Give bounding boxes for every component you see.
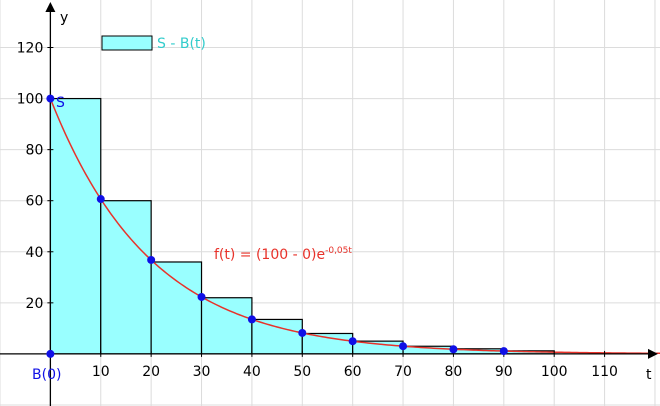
bar (251, 318, 303, 355)
bar (301, 332, 354, 355)
y-axis-arrow (45, 2, 56, 12)
x-tick-label: 80 (445, 364, 463, 380)
x-tick-label: 10 (92, 364, 110, 380)
data-point (399, 342, 408, 351)
bar (49, 97, 102, 355)
data-point (46, 94, 55, 103)
data-point (147, 255, 156, 264)
legend-swatch (101, 35, 153, 51)
points (46, 94, 508, 358)
data-point (96, 195, 105, 204)
bar (100, 200, 152, 355)
y-tick-label: 100 (17, 92, 44, 108)
data-point (298, 328, 307, 337)
x-tick-label: 60 (344, 364, 362, 380)
x-tick-label: 30 (193, 364, 211, 380)
data-point (348, 337, 357, 346)
y-tick-label: 120 (17, 40, 44, 56)
bar (200, 297, 253, 355)
y-axis-label: y (60, 10, 68, 26)
data-point (449, 345, 458, 354)
tick-labels: 10 20 30 40 50 60 70 80 90 100 110 20 40 60 80 100 120 (17, 40, 618, 379)
bars (49, 97, 555, 355)
x-tick-label: 90 (495, 364, 513, 380)
y-tick-label: 40 (26, 245, 44, 261)
data-point (499, 347, 508, 356)
data-point (46, 349, 55, 358)
x-tick-label: 20 (142, 364, 160, 380)
x-tick-label: 100 (541, 364, 568, 380)
y-tick-label: 20 (26, 296, 44, 312)
formula-label: f(t) = (100 - 0)e-0,05t (214, 246, 352, 263)
point-label-b0: B(0) (32, 367, 61, 383)
formula-base: f(t) = (100 - 0)e (214, 247, 325, 263)
data-point (197, 292, 206, 301)
x-tick-label: 50 (293, 364, 311, 380)
y-tick-label: 80 (26, 143, 44, 159)
bar (352, 340, 404, 355)
x-axis-arrow (648, 348, 658, 359)
x-tick-label: 40 (243, 364, 261, 380)
x-tick-label: 110 (591, 364, 618, 380)
data-point (247, 315, 256, 324)
point-label-s: S (56, 95, 65, 111)
y-tick-label: 60 (26, 194, 44, 210)
legend: S - B(t) (101, 35, 206, 52)
bar (150, 261, 203, 355)
x-tick-label: 70 (394, 364, 412, 380)
legend-label: S - B(t) (157, 36, 206, 52)
x-axis-label: t (646, 367, 652, 383)
formula-exponent: -0,05t (325, 246, 352, 256)
